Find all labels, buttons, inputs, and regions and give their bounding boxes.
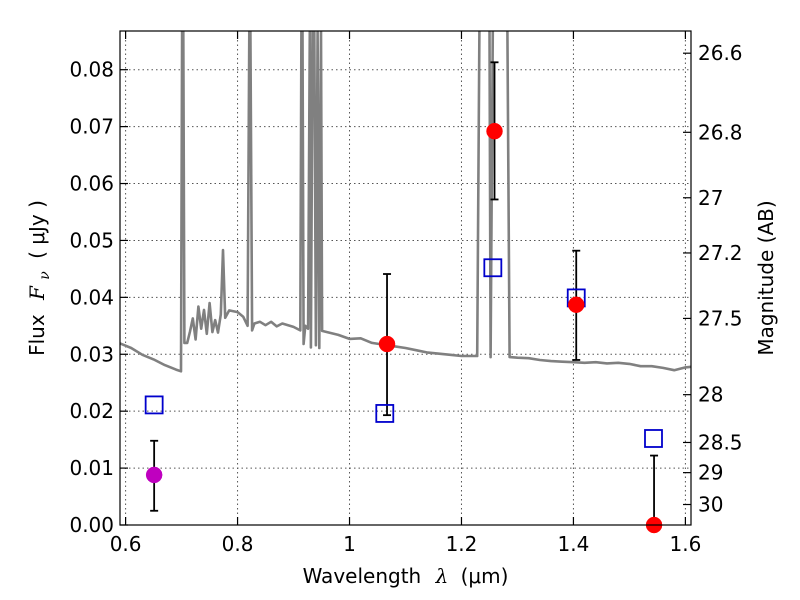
error-bars — [150, 61, 659, 525]
y2-tick-label: 28 — [698, 383, 723, 407]
y-tick-label: 0.01 — [69, 456, 114, 480]
y2-tick-label: 26.6 — [698, 41, 743, 65]
square-marker — [144, 395, 164, 415]
data-markers — [144, 122, 663, 534]
y-tick-label: 0.07 — [69, 115, 114, 139]
y-tick-label: 0.03 — [69, 342, 114, 366]
y-tick-label: 0.00 — [69, 513, 114, 537]
y2-tick-label: 30 — [698, 493, 723, 517]
x-tick-label: 1.2 — [446, 532, 478, 556]
y2-tick-label: 29 — [698, 461, 723, 485]
y-tick-label: 0.05 — [69, 228, 114, 252]
square-marker — [644, 429, 663, 448]
x-tick-label: 1 — [343, 532, 356, 556]
x-axis-title: Wavelength λ (μm) — [303, 564, 509, 588]
y-tick-label: 0.08 — [69, 58, 114, 82]
y2-tick-label: 27.2 — [698, 241, 743, 265]
circle-marker — [567, 296, 585, 313]
x-tick-label: 1.6 — [669, 532, 701, 556]
x-tick-label: 0.6 — [110, 532, 142, 556]
axis-ticks: 0.6 0.8 1 1.2 1.4 1.6 0.00 0.01 0.02 0.03 0.04 0.05… — [69, 31, 743, 556]
y2-tick-label: 28.5 — [698, 430, 743, 454]
y2-tick-label: 27 — [698, 186, 723, 210]
y2-axis-title: Magnitude (AB) — [754, 200, 778, 355]
circle-marker — [378, 335, 396, 353]
square-marker — [375, 404, 395, 423]
model-spectrum — [120, 31, 691, 373]
spectrum-line — [120, 31, 691, 373]
y2-tick-label: 26.8 — [698, 120, 743, 144]
circle-marker — [486, 122, 503, 140]
y-tick-label: 0.06 — [69, 172, 114, 196]
y-tick-label: 0.04 — [69, 285, 114, 309]
y-axis-title: Flux F ν ( μJy ) — [25, 200, 54, 356]
y-tick-label: 0.02 — [69, 399, 114, 423]
square-marker — [483, 258, 503, 278]
y2-tick-label: 27.5 — [698, 306, 743, 330]
x-tick-label: 0.8 — [222, 532, 254, 556]
grid — [120, 31, 691, 525]
x-tick-label: 1.4 — [558, 532, 590, 556]
plot-frame — [119, 30, 692, 526]
circle-marker — [145, 466, 163, 484]
